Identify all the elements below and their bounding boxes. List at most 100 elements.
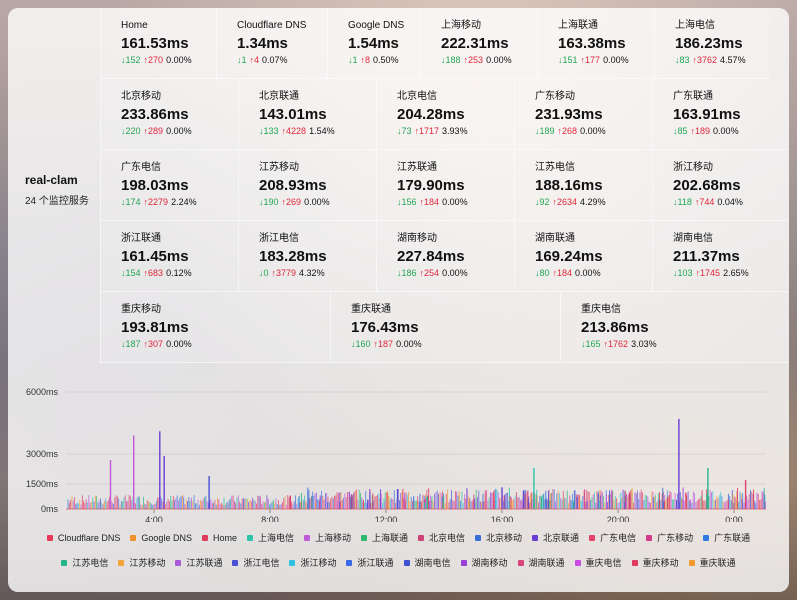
packet-loss: 0.12% bbox=[166, 268, 192, 278]
service-card[interactable]: 北京联通 143.01ms ↓133 ↑4228 1.54% bbox=[238, 79, 376, 150]
server-name[interactable]: real-clam bbox=[25, 173, 78, 187]
service-card[interactable]: Cloudflare DNS 1.34ms ↓1 ↑4 0.07% bbox=[216, 8, 327, 79]
latency-down: ↓188 bbox=[441, 55, 461, 65]
latency-down: ↓156 bbox=[397, 197, 417, 207]
packet-loss: 3.93% bbox=[442, 126, 468, 136]
legend-label: 上海电信 bbox=[257, 533, 294, 543]
service-stats: ↓73 ↑1717 3.93% bbox=[397, 125, 514, 137]
service-card[interactable]: Home 161.53ms ↓152 ↑270 0.00% bbox=[100, 8, 216, 79]
service-card[interactable]: 江苏联通 179.90ms ↓156 ↑184 0.00% bbox=[376, 150, 514, 221]
legend-label: 上海联通 bbox=[372, 533, 409, 543]
latency-down: ↓92 bbox=[535, 197, 550, 207]
latency-down: ↓174 bbox=[121, 197, 141, 207]
legend-item[interactable]: 浙江联通 bbox=[346, 556, 394, 569]
service-card[interactable]: 广东电信 198.03ms ↓174 ↑2279 2.24% bbox=[100, 150, 238, 221]
legend-swatch bbox=[403, 559, 410, 566]
legend-item[interactable]: 江苏联通 bbox=[175, 556, 222, 569]
legend-item[interactable]: Home bbox=[201, 531, 237, 544]
service-card[interactable]: 湖南移动 227.84ms ↓186 ↑254 0.00% bbox=[376, 221, 514, 292]
service-card[interactable]: 江苏电信 188.16ms ↓92 ↑2634 4.29% bbox=[514, 150, 652, 221]
service-card[interactable]: 湖南联通 169.24ms ↓80 ↑184 0.00% bbox=[514, 221, 652, 292]
legend-item[interactable]: 北京移动 bbox=[475, 531, 522, 544]
legend-item[interactable]: 上海电信 bbox=[246, 531, 294, 544]
latency-up: ↑1717 bbox=[414, 126, 440, 136]
legend-item[interactable]: 湖南移动 bbox=[460, 556, 508, 569]
service-latency: 161.53ms bbox=[121, 35, 189, 52]
legend-item[interactable]: 湖南电信 bbox=[403, 556, 451, 569]
latency-down: ↓1 bbox=[348, 55, 358, 65]
legend-item[interactable]: 江苏移动 bbox=[118, 556, 165, 569]
service-card[interactable]: Google DNS 1.54ms ↓1 ↑8 0.50% bbox=[327, 8, 420, 79]
service-card[interactable]: 重庆联通 176.43ms ↓160 ↑187 0.00% bbox=[330, 292, 560, 363]
legend-item[interactable]: 北京电信 bbox=[418, 531, 465, 544]
service-card[interactable]: 江苏移动 208.93ms ↓190 ↑269 0.00% bbox=[238, 150, 376, 221]
legend-item[interactable]: 浙江移动 bbox=[289, 556, 336, 569]
latency-up: ↑187 bbox=[373, 339, 394, 349]
service-row: Home 161.53ms ↓152 ↑270 0.00% Cloudflare DNS 1… bbox=[100, 8, 789, 79]
legend-item[interactable]: 广东联通 bbox=[703, 531, 750, 544]
latency-down: ↓186 bbox=[397, 268, 417, 278]
service-stats: ↓85 ↑189 0.00% bbox=[673, 125, 789, 137]
legend-swatch bbox=[303, 534, 310, 541]
latency-chart-svg[interactable]: 6000ms 3000ms 1500ms 0ms 4:00 8:00 12:00 16:00 2… bbox=[8, 372, 789, 525]
service-latency: 186.23ms bbox=[675, 35, 743, 52]
service-stats: ↓174 ↑2279 2.24% bbox=[121, 196, 238, 208]
legend-label: 浙江电信 bbox=[243, 558, 280, 568]
service-card[interactable]: 上海电信 186.23ms ↓83 ↑3762 4.57% bbox=[654, 8, 769, 79]
service-stats: ↓0 ↑3779 4.32% bbox=[259, 267, 376, 279]
legend-label: 湖南联通 bbox=[528, 558, 565, 568]
legend-item[interactable]: 湖南联通 bbox=[517, 556, 565, 569]
legend-item[interactable]: 广东电信 bbox=[589, 531, 636, 544]
legend-label: 广东联通 bbox=[714, 533, 751, 543]
service-card[interactable]: 浙江电信 183.28ms ↓0 ↑3779 4.32% bbox=[238, 221, 376, 292]
service-card[interactable]: 北京电信 204.28ms ↓73 ↑1717 3.93% bbox=[376, 79, 514, 150]
latency-down: ↓0 bbox=[259, 268, 269, 278]
service-card[interactable]: 浙江联通 161.45ms ↓154 ↑683 0.12% bbox=[100, 221, 238, 292]
legend-item[interactable]: 上海移动 bbox=[303, 531, 351, 544]
service-stats: ↓160 ↑187 0.00% bbox=[351, 338, 560, 350]
service-card[interactable]: 重庆移动 193.81ms ↓187 ↑307 0.00% bbox=[100, 292, 330, 363]
legend-item[interactable]: 广东移动 bbox=[646, 531, 693, 544]
service-grid: Home 161.53ms ↓152 ↑270 0.00% Cloudflare DNS 1… bbox=[100, 8, 789, 363]
legend-item[interactable]: Google DNS bbox=[130, 531, 192, 544]
legend-swatch bbox=[703, 534, 710, 541]
service-label: Home bbox=[121, 20, 148, 31]
legend-label: 浙江联通 bbox=[357, 558, 394, 568]
service-latency: 143.01ms bbox=[259, 106, 327, 123]
service-latency: 183.28ms bbox=[259, 248, 327, 265]
legend-item[interactable]: 江苏电信 bbox=[61, 556, 108, 569]
service-stats: ↓92 ↑2634 4.29% bbox=[535, 196, 652, 208]
legend-item[interactable]: 重庆电信 bbox=[574, 556, 622, 569]
service-card[interactable]: 重庆电信 213.86ms ↓165 ↑1762 3.03% bbox=[560, 292, 789, 363]
legend-swatch bbox=[517, 559, 524, 566]
service-latency: 202.68ms bbox=[673, 177, 741, 194]
service-card[interactable]: 上海联通 163.38ms ↓151 ↑177 0.00% bbox=[537, 8, 654, 79]
service-card[interactable]: 广东联通 163.91ms ↓85 ↑189 0.00% bbox=[652, 79, 789, 150]
service-stats: ↓188 ↑253 0.00% bbox=[441, 54, 537, 66]
service-card[interactable]: 广东移动 231.93ms ↓189 ↑268 0.00% bbox=[514, 79, 652, 150]
legend-item[interactable]: 北京联通 bbox=[532, 531, 579, 544]
latency-down: ↓220 bbox=[121, 126, 141, 136]
legend-swatch bbox=[574, 559, 581, 566]
service-card[interactable]: 北京移动 233.86ms ↓220 ↑289 0.00% bbox=[100, 79, 238, 150]
service-card[interactable]: 浙江移动 202.68ms ↓118 ↑744 0.04% bbox=[652, 150, 789, 221]
service-label: 湖南移动 bbox=[397, 233, 437, 244]
legend-item[interactable]: 浙江电信 bbox=[232, 556, 279, 569]
legend-item[interactable]: 重庆移动 bbox=[631, 556, 679, 569]
latency-down: ↓190 bbox=[259, 197, 279, 207]
packet-loss: 0.00% bbox=[442, 197, 468, 207]
packet-loss: 0.00% bbox=[603, 55, 629, 65]
packet-loss: 0.50% bbox=[373, 55, 399, 65]
latency-down: ↓1 bbox=[237, 55, 247, 65]
legend-item[interactable]: Cloudflare DNS bbox=[46, 531, 120, 544]
legend-item[interactable]: 重庆联通 bbox=[688, 556, 736, 569]
latency-up: ↑8 bbox=[360, 55, 371, 65]
legend-swatch bbox=[61, 559, 68, 566]
service-label: 江苏联通 bbox=[397, 162, 437, 173]
service-card[interactable]: 湖南电信 211.37ms ↓103 ↑1745 2.65% bbox=[652, 221, 789, 292]
service-latency: 231.93ms bbox=[535, 106, 603, 123]
service-stats: ↓133 ↑4228 1.54% bbox=[259, 125, 376, 137]
service-card[interactable]: 上海移动 222.31ms ↓188 ↑253 0.00% bbox=[420, 8, 537, 79]
legend-swatch bbox=[175, 559, 182, 566]
legend-item[interactable]: 上海联通 bbox=[361, 531, 408, 544]
